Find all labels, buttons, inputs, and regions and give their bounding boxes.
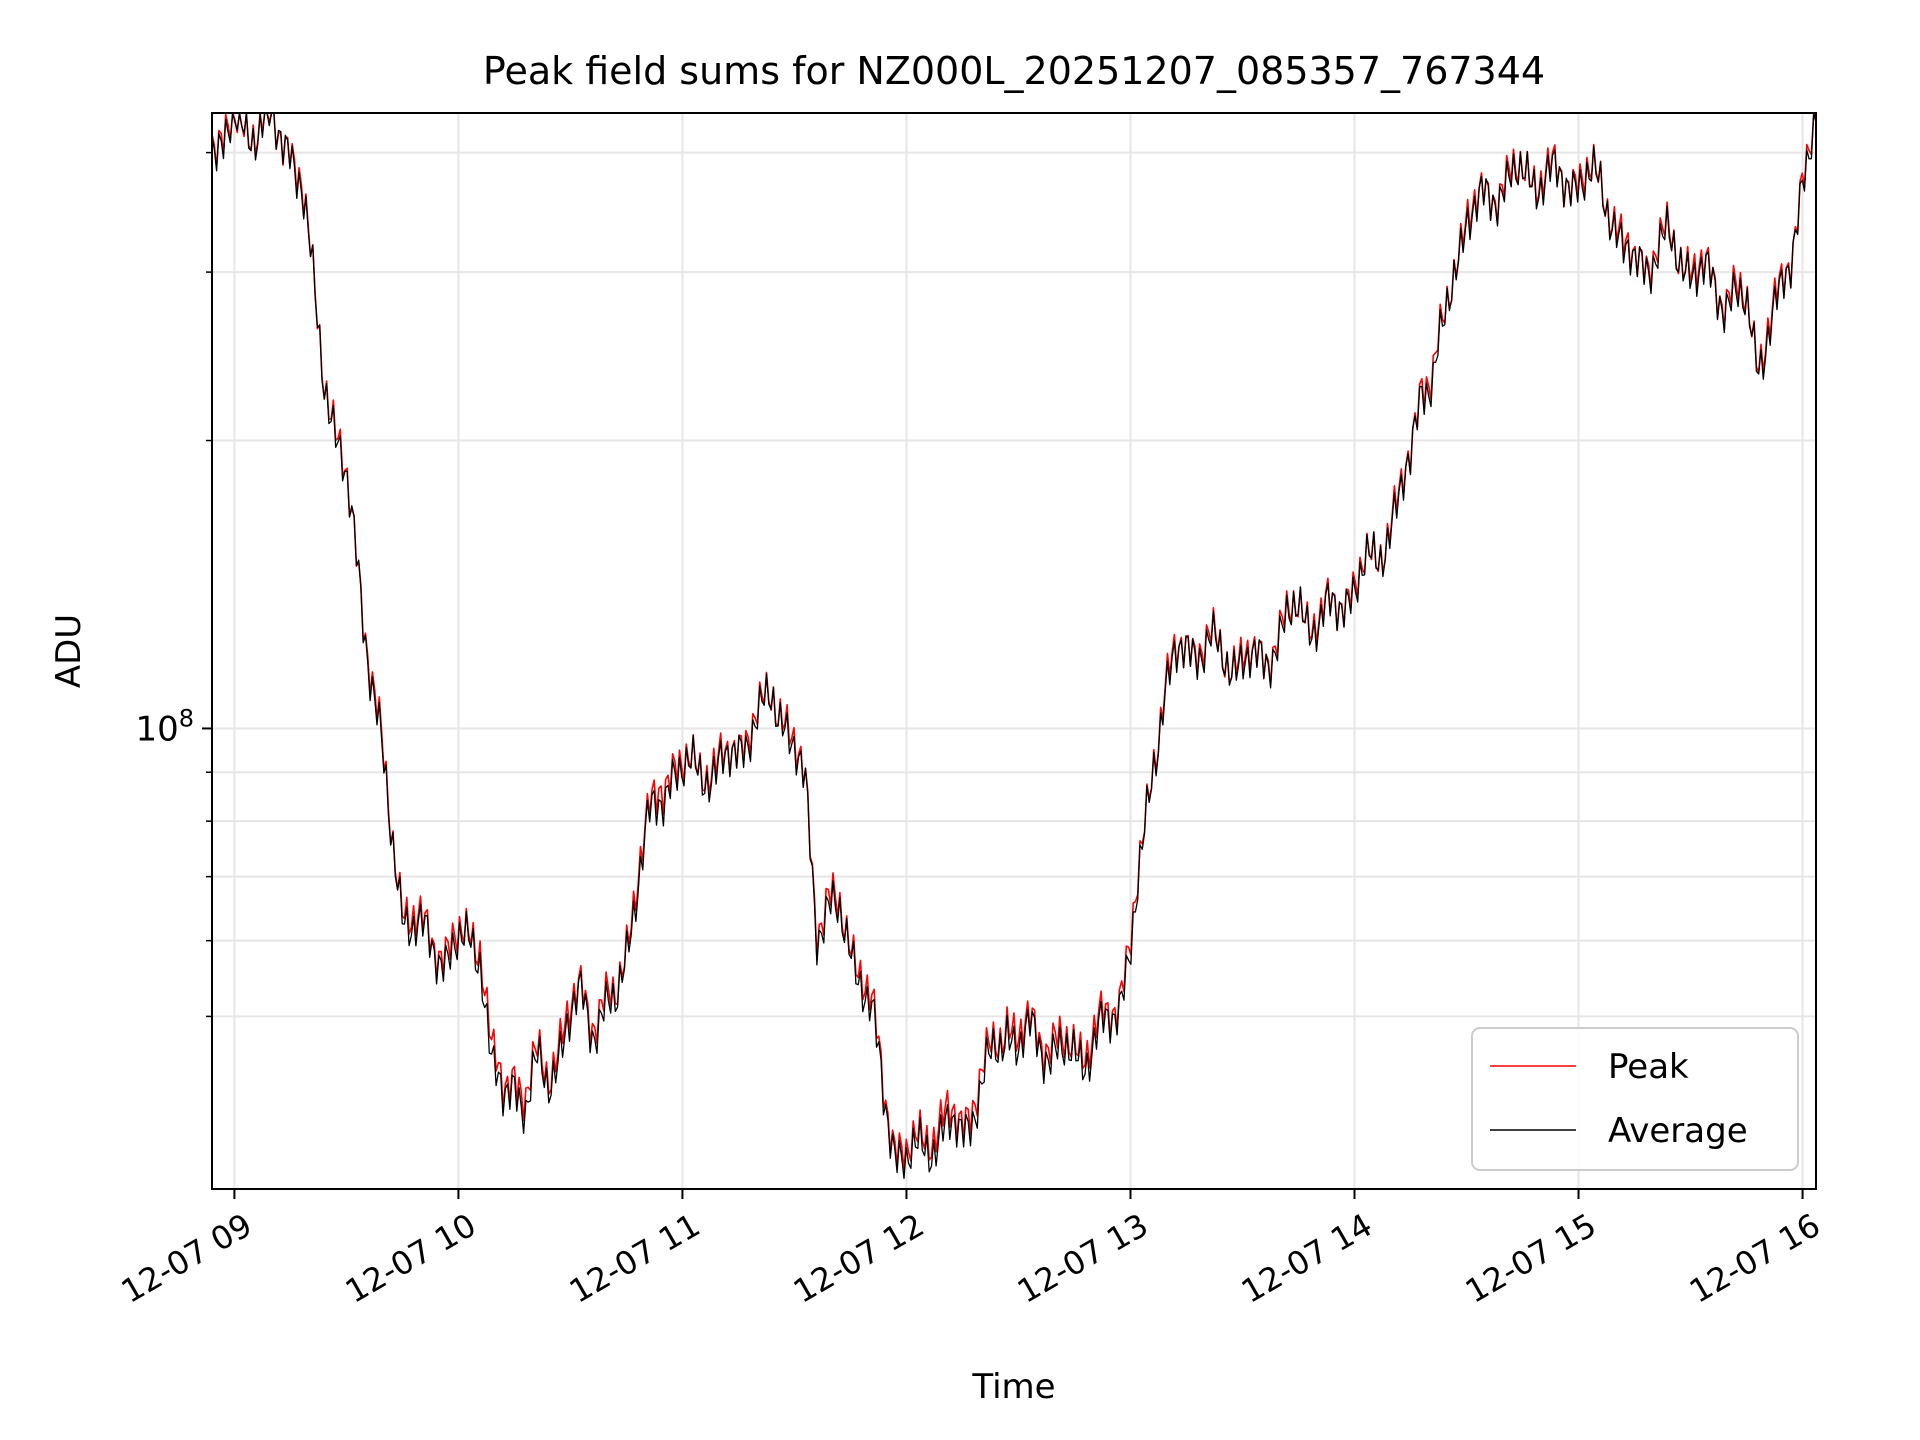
x-axis-label: Time (971, 1367, 1055, 1407)
legend-label-average: Average (1608, 1111, 1748, 1151)
series-line-average (211, 112, 1817, 1180)
plot-frame (211, 112, 1817, 1190)
y-tick-label: 108 (135, 704, 194, 749)
legend-label-peak: Peak (1608, 1047, 1689, 1087)
legend-box (1471, 1027, 1799, 1171)
series-layer (211, 112, 1817, 1180)
chart-title: Peak field sums for NZ000L_20251207_0853… (483, 49, 1545, 93)
y-axis-label: ADU (49, 614, 89, 688)
grid (212, 113, 1816, 1189)
y-axis: 108 (135, 151, 212, 1018)
legend: Peak Average (1471, 1027, 1799, 1171)
